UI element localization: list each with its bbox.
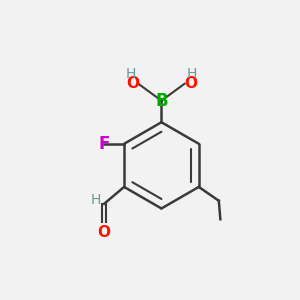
Text: F: F <box>98 135 110 153</box>
Text: H: H <box>91 193 101 207</box>
Text: O: O <box>98 225 111 240</box>
Text: O: O <box>184 76 197 91</box>
Text: O: O <box>126 76 139 91</box>
Text: H: H <box>125 68 136 82</box>
Text: B: B <box>155 92 168 110</box>
Text: H: H <box>187 68 197 82</box>
